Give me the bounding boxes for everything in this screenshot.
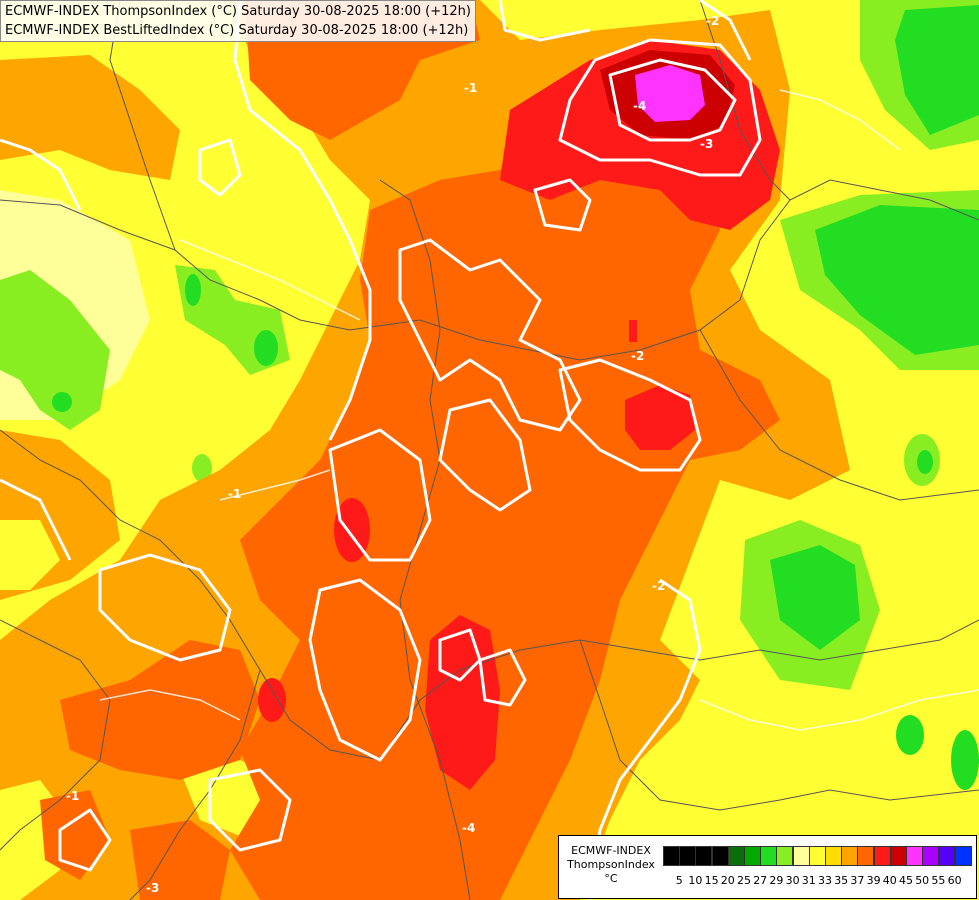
contour-lines-thin <box>99 89 979 731</box>
legend-label: 45 <box>899 874 913 887</box>
contour-label-minus1-north: -1 <box>464 81 477 95</box>
legend-label: 31 <box>801 874 816 887</box>
red-spot-southwest <box>258 678 286 722</box>
contour-label-group: -1 -2 -3 -4 -2 -1 -2 -3 -4 -1 <box>66 14 719 895</box>
legend-swatch <box>857 846 875 866</box>
green-area-lower-right-core <box>770 545 860 650</box>
green-area-left <box>0 270 110 430</box>
legend-source: ECMWF-INDEX <box>571 844 651 857</box>
legend-swatch <box>938 846 956 866</box>
legend-swatch <box>808 846 826 866</box>
green-spot-2 <box>254 330 278 366</box>
green-area-top-right-core <box>895 5 979 135</box>
green-spot-left <box>52 392 72 412</box>
contour-label-minus2-southeast: -2 <box>652 579 665 593</box>
legend-label: 60 <box>947 874 962 887</box>
legend-swatch <box>954 846 972 866</box>
magenta-area-north <box>635 65 705 122</box>
legend-unit: °C <box>604 872 618 885</box>
legend-label: 30 <box>785 874 800 887</box>
color-legend: ECMWF-INDEX ThompsonIndex °C 5 10 15 20 25 27… <box>558 835 977 899</box>
legend-swatch <box>776 846 794 866</box>
legend-label: 10 <box>688 874 703 887</box>
contour-label-minus4-south: -4 <box>462 821 475 835</box>
legend-variable: ThompsonIndex <box>567 858 655 871</box>
orange-red-area-south <box>130 820 230 900</box>
green-spot-right-2 <box>917 450 933 474</box>
orange-red-area-core <box>230 120 780 900</box>
legend-label: 27 <box>753 874 768 887</box>
green-spot-1 <box>185 274 201 306</box>
contour-lines <box>0 0 762 900</box>
legend-label: 20 <box>720 874 735 887</box>
contour-label-minus2-north: -2 <box>706 14 719 28</box>
map-title-box: ECMWF-INDEX ThompsonIndex (°C) Saturday … <box>0 0 476 42</box>
green-area-right-core <box>815 205 979 355</box>
contour-label-minus3-south: -3 <box>146 881 159 895</box>
legend-swatch <box>727 846 745 866</box>
legend-swatch <box>873 846 891 866</box>
legend-swatch <box>679 846 697 866</box>
legend-label: 29 <box>769 874 784 887</box>
green-spot-3 <box>192 454 212 482</box>
map-title-bestlifted: ECMWF-INDEX BestLiftedIndex (°C) Saturda… <box>5 23 469 38</box>
legend-label: 25 <box>737 874 751 887</box>
yellow-inlay-left <box>0 520 60 590</box>
legend-label: 40 <box>882 874 897 887</box>
legend-swatch <box>744 846 761 866</box>
legend-label: 5 <box>675 874 683 887</box>
legend-label: 55 <box>931 874 946 887</box>
green-spot-right-4 <box>951 730 979 790</box>
map-title-thompson: ECMWF-INDEX ThompsonIndex (°C) Saturday … <box>5 4 471 19</box>
legend-swatch <box>663 846 680 866</box>
legend-swatch <box>695 846 713 866</box>
legend-label: 33 <box>818 874 832 887</box>
legend-swatch <box>922 846 940 866</box>
legend-title: ECMWF-INDEX ThompsonIndex °C <box>561 844 661 886</box>
legend-label: 15 <box>704 874 719 887</box>
legend-swatch <box>711 846 729 866</box>
legend-label: 37 <box>850 874 865 887</box>
legend-swatch <box>792 846 810 866</box>
contour-label-minus2-east: -2 <box>631 349 644 363</box>
contour-label-minus3-north: -3 <box>700 137 713 151</box>
green-spot-right-3 <box>896 715 924 755</box>
contour-label-minus1-southwest: -1 <box>66 789 79 803</box>
contour-label-minus4-north: -4 <box>633 99 646 113</box>
red-area-east <box>625 385 695 450</box>
legend-swatch <box>825 846 842 866</box>
legend-swatch <box>889 846 907 866</box>
legend-swatch <box>841 846 859 866</box>
orange-red-area-southwest <box>60 640 260 780</box>
legend-swatch <box>760 846 778 866</box>
legend-label: 39 <box>866 874 881 887</box>
red-spot-small <box>629 320 637 342</box>
legend-label: 35 <box>834 874 849 887</box>
legend-label: 50 <box>915 874 930 887</box>
legend-swatch <box>906 846 923 866</box>
orange-area-top-left <box>0 55 180 180</box>
contour-label-minus1-west: -1 <box>228 487 241 501</box>
